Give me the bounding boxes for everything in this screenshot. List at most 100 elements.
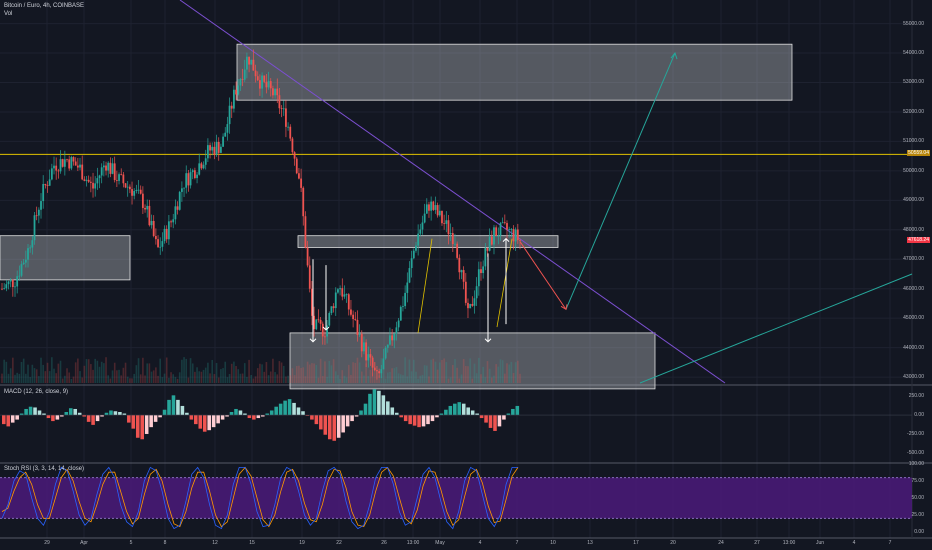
projection-down <box>519 241 567 310</box>
volume-bar <box>311 363 313 383</box>
candle-body <box>198 163 201 175</box>
volume-bar <box>452 365 454 383</box>
volume-bar <box>263 371 266 383</box>
candle-body <box>81 164 84 180</box>
macd-bar <box>350 415 354 422</box>
macd-bar <box>176 399 180 416</box>
candle-body <box>133 190 136 196</box>
macd-bar <box>479 415 484 419</box>
volume-bar <box>220 369 222 383</box>
macd-bar <box>448 405 453 416</box>
macd-bar <box>336 415 341 438</box>
volume-bar <box>70 378 73 383</box>
time-tick-label: 13:00 <box>782 540 796 546</box>
volume-bar <box>478 357 480 383</box>
macd-bar <box>354 415 359 417</box>
candle-body <box>206 145 209 159</box>
candle-body <box>185 173 188 188</box>
candle-body <box>343 294 346 297</box>
zone-box <box>289 332 656 390</box>
macd-bar <box>497 415 502 427</box>
candle-body <box>215 141 218 155</box>
volume-bar <box>146 363 149 383</box>
macd-bar <box>439 413 444 416</box>
candle-body <box>315 319 318 330</box>
volume-bar <box>423 365 426 383</box>
macd-bar <box>461 403 466 416</box>
volume-bar <box>159 358 162 383</box>
candle-body <box>183 187 185 189</box>
volume-bar <box>269 371 272 383</box>
candle-body <box>386 344 389 348</box>
macd-bar <box>292 402 296 416</box>
macd-bar <box>158 415 162 418</box>
candle-body <box>55 165 58 171</box>
candle-body <box>339 288 342 290</box>
volume-bar <box>285 376 287 383</box>
candle-body <box>263 75 266 82</box>
candle-body <box>373 367 376 371</box>
candle-body <box>417 233 420 246</box>
candle-body <box>220 146 222 153</box>
candle-body <box>50 168 53 180</box>
candle-body <box>369 354 372 358</box>
candle-body <box>161 241 164 247</box>
candle-body <box>243 69 246 80</box>
volume-bar <box>252 378 255 383</box>
candle-body <box>27 248 29 260</box>
macd-bar <box>435 415 439 418</box>
candle-body <box>213 146 216 155</box>
volume-bar <box>20 361 23 383</box>
time-tick-label: 4 <box>852 540 856 546</box>
volume-bar <box>120 375 123 383</box>
candle-body <box>59 159 62 172</box>
candle-body <box>404 292 407 307</box>
macd-bar <box>430 415 435 422</box>
price-tick-label: 47000.00 <box>903 256 924 263</box>
macd-tick-label: -500.00 <box>907 449 924 456</box>
descending-trendline <box>179 0 726 384</box>
macd-bar <box>274 406 278 416</box>
macd-bar <box>256 415 261 419</box>
time-tick-label: 19 <box>299 540 305 546</box>
stoch-tick-label: 0.00 <box>914 529 924 535</box>
volume-bar <box>443 358 445 383</box>
macd-bar <box>113 411 118 416</box>
macd-bar <box>386 401 390 416</box>
candle-body <box>473 298 476 306</box>
candle-body <box>360 333 363 352</box>
candle-body <box>460 270 463 273</box>
candle-body <box>61 159 64 167</box>
volume-bar <box>291 368 294 383</box>
candle-body <box>176 206 179 210</box>
volume-bar <box>107 375 110 383</box>
candle-body <box>165 228 168 240</box>
candle-body <box>380 369 383 374</box>
candle-body <box>11 279 14 288</box>
price-tick-label: 53000.00 <box>903 79 924 86</box>
price-tick-label: 43000.00 <box>903 374 924 381</box>
volume-bar <box>133 373 136 383</box>
candle-body <box>204 158 207 165</box>
volume-bar <box>230 363 233 383</box>
macd-bar <box>73 408 78 416</box>
volume-bar <box>434 361 437 383</box>
candle-body <box>438 210 441 216</box>
candle-body <box>111 163 114 174</box>
macd-bar <box>372 389 377 416</box>
candle-body <box>488 236 491 251</box>
candle-body <box>282 108 285 110</box>
candle-body <box>1 288 3 290</box>
candle-body <box>464 281 467 303</box>
candle-body <box>226 124 229 133</box>
candle-body <box>248 56 250 65</box>
candle-body <box>441 210 443 224</box>
volume-bar <box>456 367 458 383</box>
volume-bar <box>282 365 285 383</box>
volume-bar <box>256 368 259 383</box>
candle-body <box>37 209 40 216</box>
macd-bar <box>363 403 368 416</box>
volume-bar <box>233 361 235 383</box>
candle-body <box>63 159 66 167</box>
